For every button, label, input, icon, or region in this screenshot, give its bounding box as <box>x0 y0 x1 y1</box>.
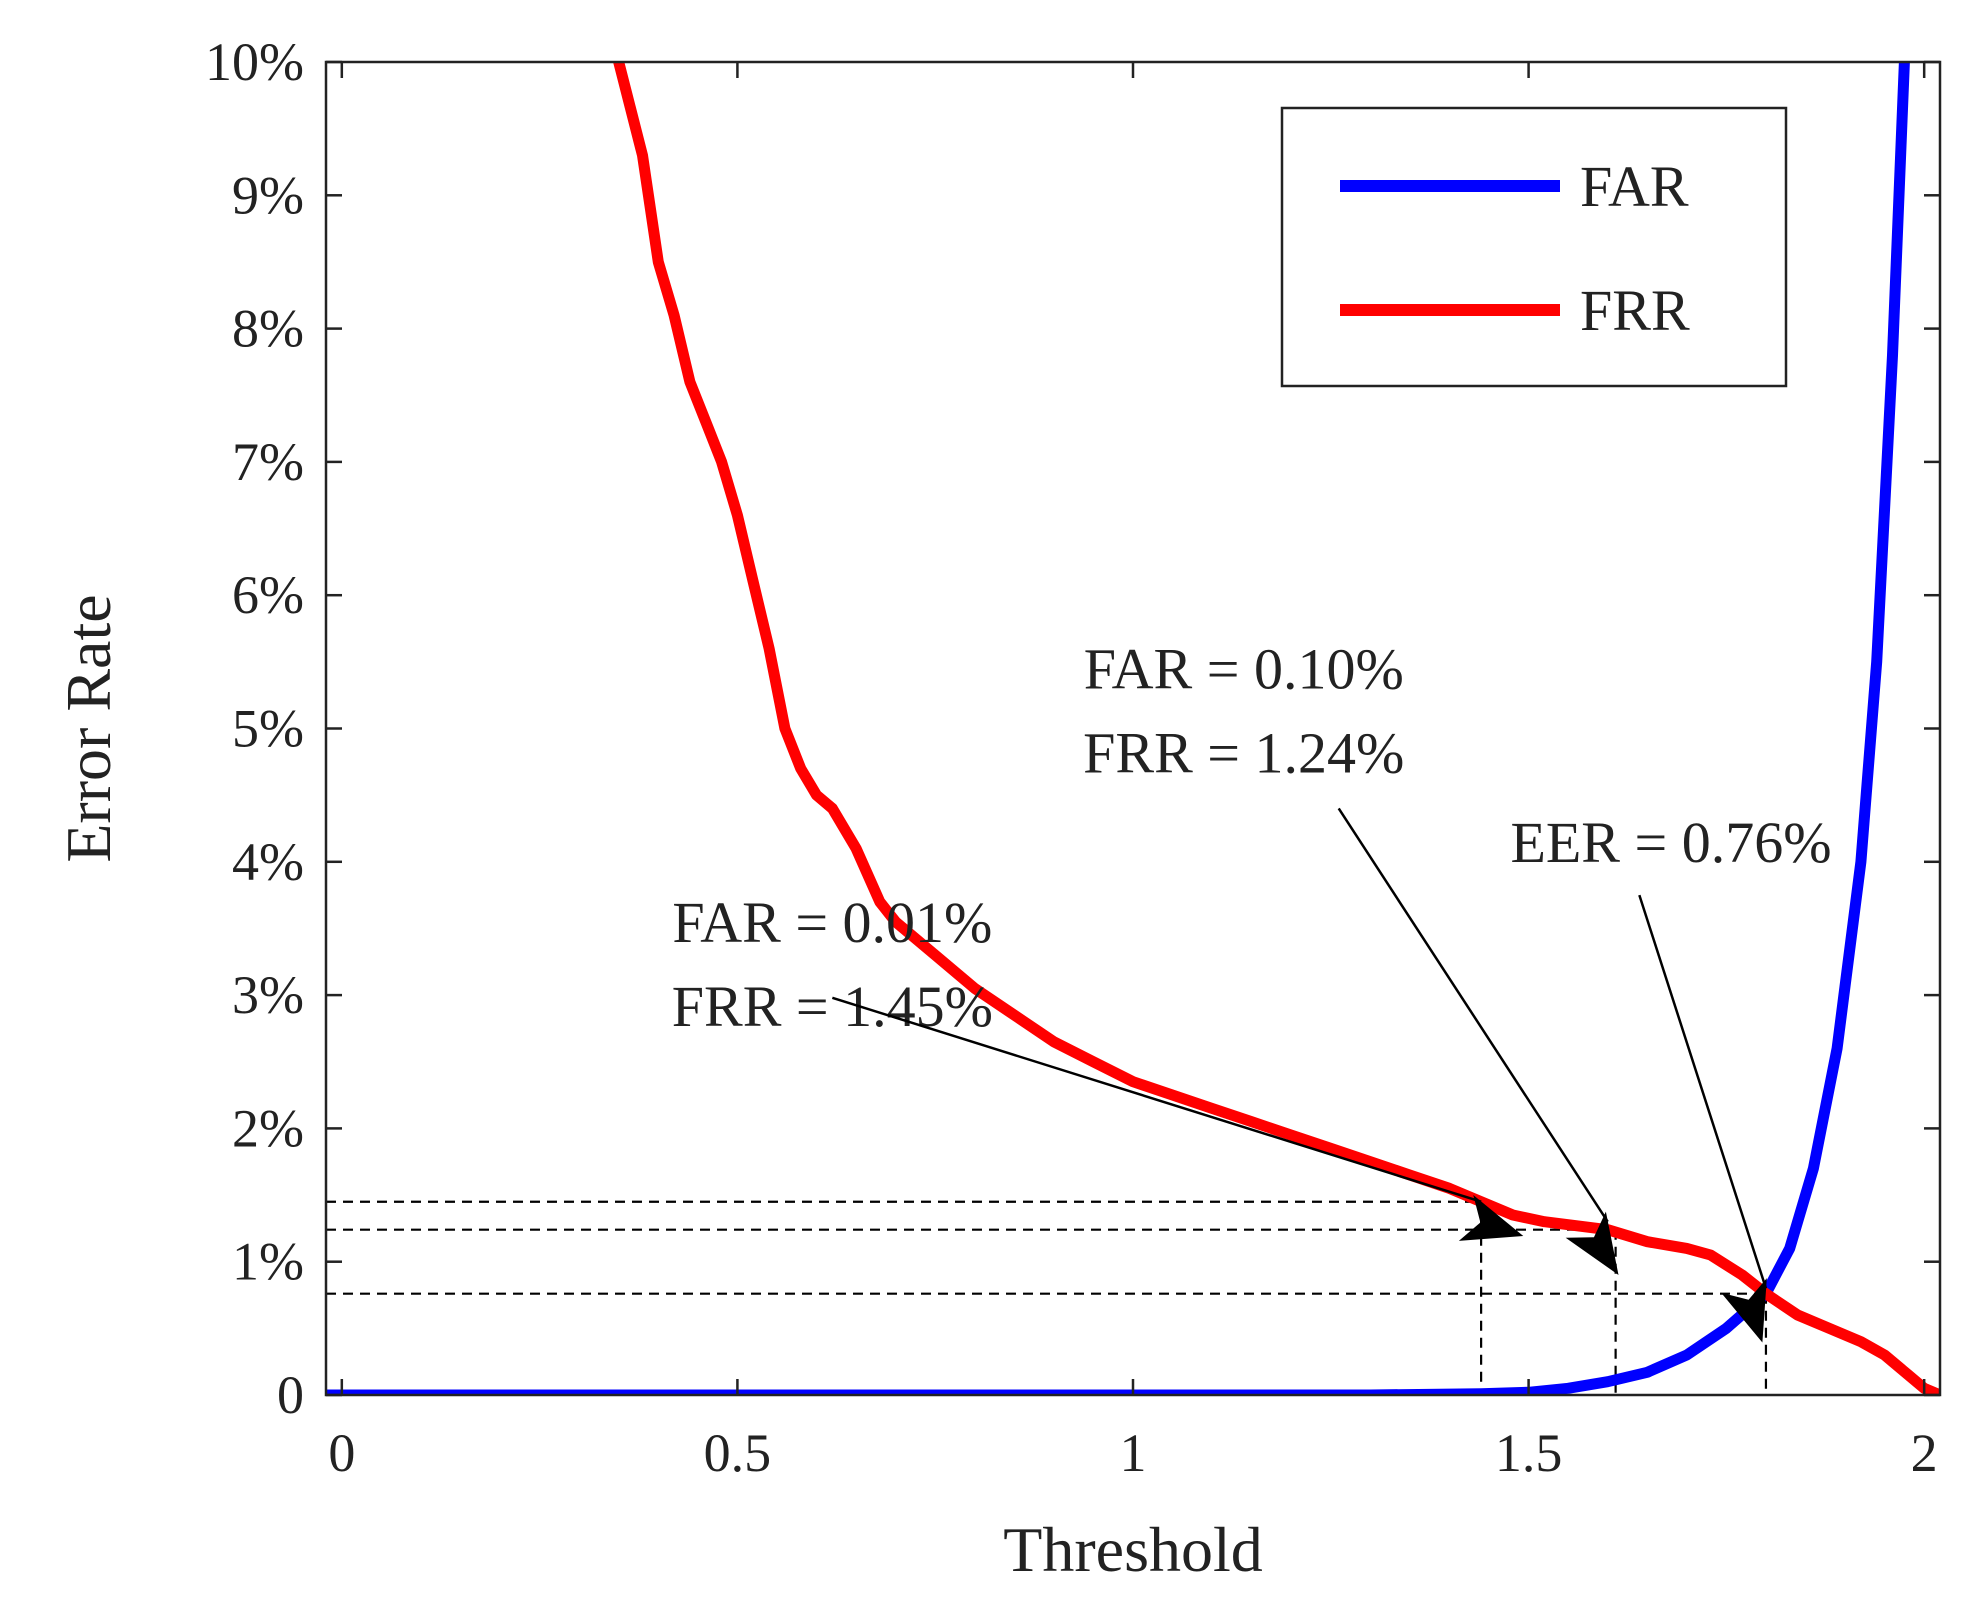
annotations: FAR = 0.01% FRR = 1.45% FAR = 0.10% FRR = 1… <box>672 637 1832 1343</box>
y-tick-label: 8% <box>232 299 304 359</box>
y-tick-label: 9% <box>232 165 304 225</box>
axis-ticks: 0 0.5 1 1.5 2 0 1% 2% 3% 4% 5% 6% 7% 8% 9% 10% <box>205 32 1940 1483</box>
y-tick-label: 10% <box>205 32 304 92</box>
x-tick-label: 2 <box>1911 1423 1938 1483</box>
x-tick-label: 0.5 <box>704 1423 772 1483</box>
y-axis-label: Error Rate <box>53 594 124 862</box>
annotation-text: EER = 0.76% <box>1510 810 1831 875</box>
legend-box <box>1280 106 1788 388</box>
y-tick-label: 1% <box>232 1232 304 1292</box>
x-tick-label: 0 <box>328 1423 355 1483</box>
series-line-far <box>326 62 1910 1395</box>
y-tick-label: 6% <box>232 565 304 625</box>
y-tick-label: 0 <box>277 1365 304 1425</box>
annotation-text: FAR = 0.10% <box>1084 637 1404 702</box>
annotation-text: FRR = 1.45% <box>672 974 993 1039</box>
y-tick-label: 4% <box>232 832 304 892</box>
x-axis-label: Threshold <box>1003 1514 1263 1585</box>
x-tick-label: 1 <box>1120 1423 1147 1483</box>
y-tick-label: 5% <box>232 699 304 759</box>
x-tick-label: 1.5 <box>1495 1423 1563 1483</box>
annotation-text: FAR = 0.01% <box>672 890 992 955</box>
reference-lines <box>326 1200 1768 1395</box>
y-tick-label: 7% <box>232 432 304 492</box>
annotation-arrow <box>1638 894 1768 1343</box>
annotation-text: FRR = 1.24% <box>1083 721 1404 786</box>
annotation-arrow <box>831 996 1524 1241</box>
annotation-arrow <box>1337 807 1619 1275</box>
legend-label-far: FAR <box>1580 154 1689 219</box>
y-tick-label: 2% <box>232 1098 304 1158</box>
y-tick-label: 3% <box>232 965 304 1025</box>
legend: FAR FRR <box>1280 106 1788 388</box>
legend-label-frr: FRR <box>1580 278 1690 343</box>
